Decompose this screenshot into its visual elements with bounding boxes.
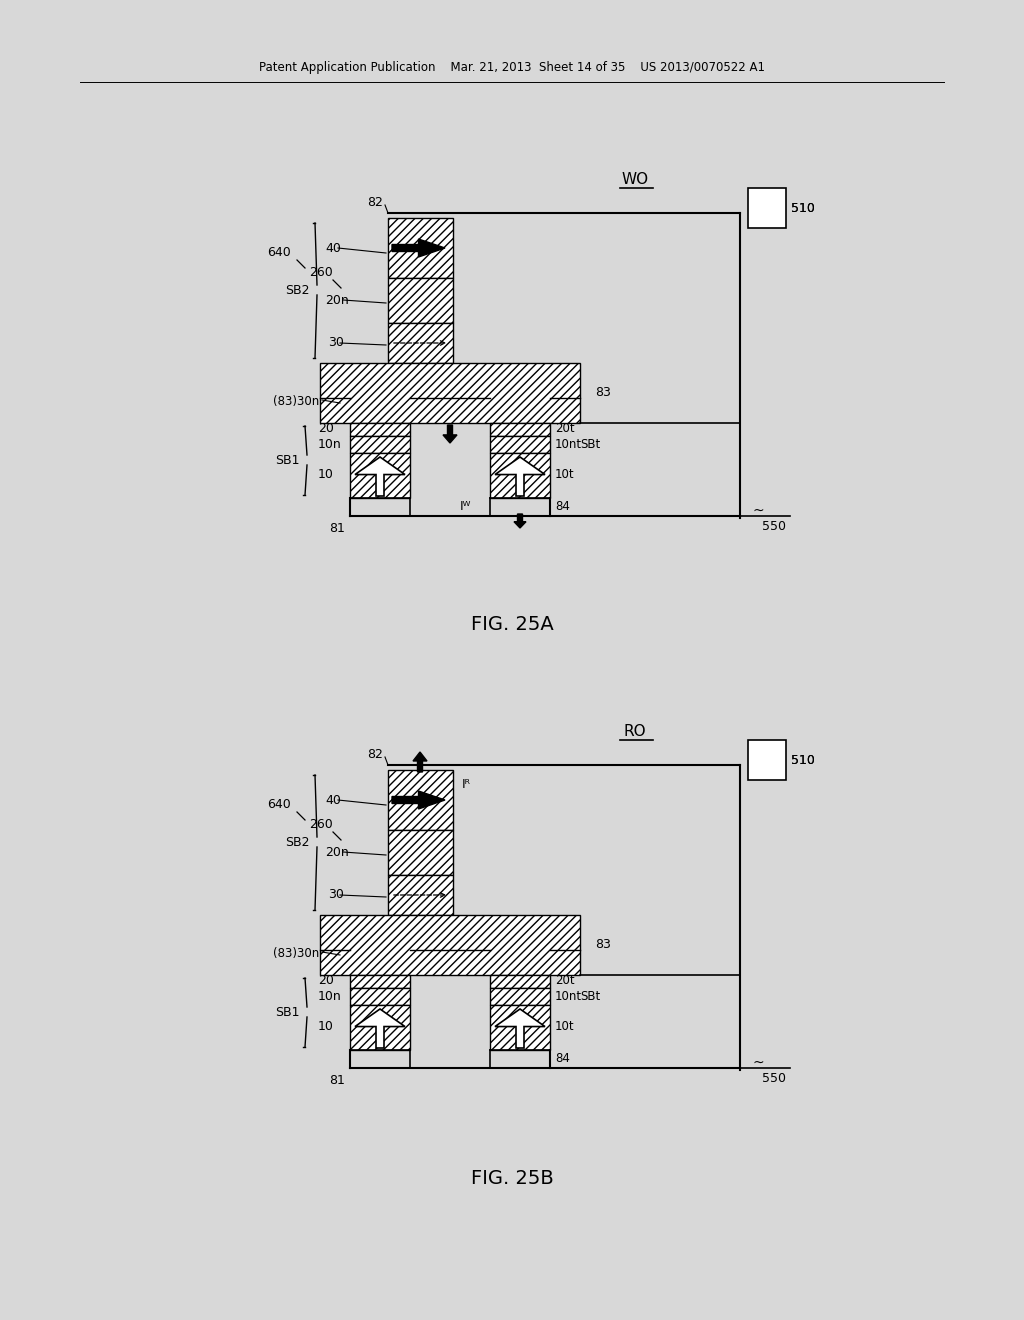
Text: Iᵂ: Iᵂ [460, 499, 471, 512]
Text: (83)30n: (83)30n [273, 946, 319, 960]
Text: SB1: SB1 [275, 454, 300, 466]
Text: 20t: 20t [555, 422, 574, 436]
Bar [388, 875, 453, 915]
Bar [350, 422, 410, 436]
Bar [388, 218, 453, 279]
Text: 30: 30 [328, 888, 344, 902]
Bar [388, 770, 453, 830]
Text: 10t: 10t [555, 1020, 574, 1034]
Text: 10n: 10n [318, 990, 342, 1002]
Text: 83: 83 [595, 939, 611, 952]
Bar [388, 830, 453, 875]
Text: SB2: SB2 [286, 284, 310, 297]
Text: 260: 260 [309, 267, 333, 280]
Bar [748, 187, 786, 228]
Polygon shape [413, 752, 427, 772]
Text: 10n: 10n [318, 437, 342, 450]
Text: 83: 83 [595, 387, 611, 400]
Polygon shape [495, 457, 545, 496]
Text: 40: 40 [325, 793, 341, 807]
Text: 260: 260 [309, 818, 333, 832]
Text: 550: 550 [762, 1072, 786, 1085]
Polygon shape [495, 1008, 545, 1048]
Polygon shape [355, 457, 406, 496]
Text: 84: 84 [555, 500, 570, 513]
Text: 20: 20 [318, 974, 334, 987]
Text: SB2: SB2 [286, 836, 310, 849]
Text: Iᴿ: Iᴿ [462, 779, 471, 792]
Bar [350, 1005, 410, 1049]
Text: 40: 40 [325, 242, 341, 255]
Bar [490, 975, 550, 987]
Bar [350, 436, 410, 453]
Text: 82: 82 [368, 197, 383, 210]
Bar [388, 323, 453, 363]
Text: SBt: SBt [580, 437, 600, 450]
Bar [490, 1005, 550, 1049]
Bar [350, 453, 410, 498]
Text: 20t: 20t [555, 974, 574, 987]
Text: 10: 10 [318, 1020, 334, 1034]
Text: 10nt: 10nt [555, 990, 582, 1002]
Text: (83)30n: (83)30n [273, 395, 319, 408]
Text: SBt: SBt [580, 990, 600, 1002]
Text: 84: 84 [555, 1052, 570, 1065]
Text: 510: 510 [791, 754, 815, 767]
Text: 20: 20 [318, 422, 334, 436]
Polygon shape [355, 1008, 406, 1048]
Bar [490, 422, 550, 436]
Text: 81: 81 [329, 521, 345, 535]
Text: 82: 82 [368, 748, 383, 762]
Bar [748, 741, 786, 780]
Text: 550: 550 [762, 520, 786, 532]
Bar [350, 975, 410, 987]
Text: 510: 510 [791, 202, 815, 214]
Text: RO: RO [624, 725, 646, 739]
Bar [490, 987, 550, 1005]
Text: 10: 10 [318, 469, 334, 482]
Text: 510: 510 [791, 754, 815, 767]
Bar [319, 363, 580, 422]
Text: 81: 81 [329, 1073, 345, 1086]
Text: 10t: 10t [555, 469, 574, 482]
Bar [319, 915, 580, 975]
Text: ~: ~ [752, 1056, 764, 1071]
Text: 640: 640 [267, 799, 291, 812]
Polygon shape [514, 513, 526, 528]
Polygon shape [392, 239, 445, 257]
Text: 640: 640 [267, 247, 291, 260]
Text: 20n: 20n [325, 846, 349, 858]
Text: 10nt: 10nt [555, 437, 582, 450]
Bar [350, 987, 410, 1005]
Bar [490, 436, 550, 453]
Text: 20n: 20n [325, 293, 349, 306]
Text: Patent Application Publication    Mar. 21, 2013  Sheet 14 of 35    US 2013/00705: Patent Application Publication Mar. 21, … [259, 62, 765, 74]
Text: WO: WO [622, 173, 648, 187]
Text: FIG. 25A: FIG. 25A [471, 615, 553, 635]
Text: FIG. 25B: FIG. 25B [471, 1168, 553, 1188]
Text: SB1: SB1 [275, 1006, 300, 1019]
Polygon shape [392, 791, 445, 809]
Bar [388, 279, 453, 323]
Polygon shape [443, 425, 457, 444]
Text: 510: 510 [791, 202, 815, 214]
Text: ~: ~ [752, 504, 764, 517]
Bar [490, 453, 550, 498]
Text: 30: 30 [328, 337, 344, 350]
